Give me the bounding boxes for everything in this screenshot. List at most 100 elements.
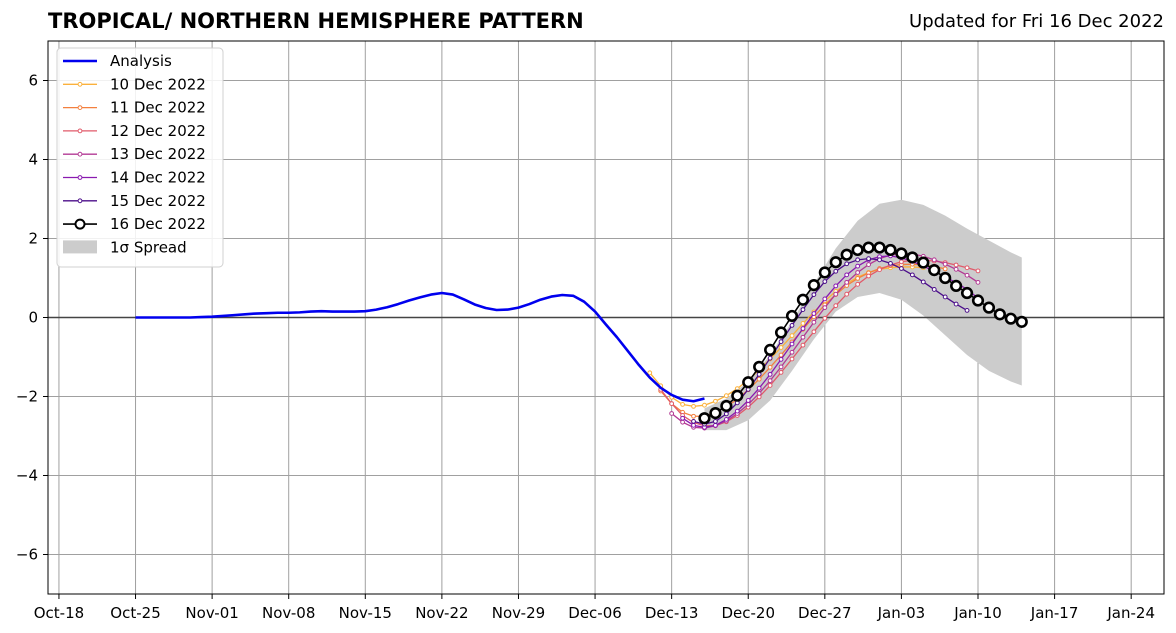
legend-label: 11 Dec 2022 xyxy=(110,99,206,117)
forecast-point xyxy=(877,257,882,263)
forecast-point xyxy=(669,401,675,407)
forecast-point xyxy=(942,266,948,272)
forecast-point xyxy=(899,259,904,265)
forecast-point xyxy=(953,301,959,307)
legend-marker xyxy=(77,128,83,134)
x-tick-label: Nov-22 xyxy=(415,604,468,622)
legend-entry: 16 Dec 2022 xyxy=(63,215,206,233)
x-tick-label: Oct-25 xyxy=(110,604,160,622)
forecast-point xyxy=(964,272,970,278)
forecast-point xyxy=(942,294,948,300)
y-tick-label: 4 xyxy=(28,151,38,169)
legend-entry: Analysis xyxy=(63,52,172,70)
forecast-point xyxy=(906,251,919,264)
forecast-point xyxy=(800,326,806,331)
legend-marker xyxy=(77,198,83,204)
forecast-point xyxy=(778,356,784,362)
forecast-series xyxy=(669,251,981,431)
forecast-point xyxy=(844,272,850,278)
forecast-point xyxy=(920,279,926,285)
legend-label: Analysis xyxy=(110,52,172,70)
forecast-point xyxy=(800,307,806,313)
forecast-point xyxy=(822,315,828,321)
forecast-point xyxy=(753,360,766,373)
forecast-point xyxy=(800,334,806,340)
legend-label: 13 Dec 2022 xyxy=(110,145,206,163)
x-tick-label: Jan-17 xyxy=(1030,604,1079,622)
forecast-point xyxy=(942,261,948,267)
forecast-point xyxy=(764,343,777,356)
forecast-point xyxy=(811,311,817,316)
forecast-point xyxy=(691,403,696,409)
analysis-line xyxy=(135,291,705,403)
forecast-point xyxy=(723,417,729,422)
forecast-point xyxy=(811,292,817,297)
forecast-point xyxy=(800,342,806,348)
x-tick-label: Dec-06 xyxy=(568,604,622,622)
legend-entry: 11 Dec 2022 xyxy=(63,99,206,117)
forecast-point xyxy=(822,296,828,302)
x-tick-label: Jan-10 xyxy=(953,604,1002,622)
forecast-point xyxy=(680,419,685,425)
forecast-point xyxy=(778,370,784,375)
legend-label: 12 Dec 2022 xyxy=(110,122,206,140)
forecast-point xyxy=(702,402,707,408)
forecast-point xyxy=(680,415,685,421)
forecast-point xyxy=(745,398,751,403)
forecast-point xyxy=(767,371,773,377)
forecast-point xyxy=(855,257,861,263)
forecast-point xyxy=(851,243,864,257)
x-tick-label: Jan-24 xyxy=(1106,604,1155,622)
y-tick-label: 0 xyxy=(28,309,38,327)
forecast-point xyxy=(647,370,653,376)
forecast-point xyxy=(774,326,788,339)
forecast-point xyxy=(756,371,762,377)
forecast-point xyxy=(917,256,930,269)
y-tick-label: −4 xyxy=(16,467,38,485)
forecast-point xyxy=(1015,315,1028,328)
forecast-point xyxy=(855,270,861,275)
forecast-point xyxy=(866,256,871,262)
forecast-point xyxy=(844,279,850,285)
legend-label: 15 Dec 2022 xyxy=(110,192,206,210)
x-tick-label: Nov-01 xyxy=(185,604,238,622)
forecast-point xyxy=(888,260,893,266)
forecast-point xyxy=(796,293,810,306)
legend-entry: 15 Dec 2022 xyxy=(63,192,206,210)
forecast-point xyxy=(833,268,839,274)
forecast-point xyxy=(734,408,740,414)
forecast-point xyxy=(899,266,904,271)
forecast-series xyxy=(698,241,1028,425)
forecast-point xyxy=(833,283,839,289)
forecast-point xyxy=(756,390,762,396)
forecast-point xyxy=(698,412,711,425)
forecast-point xyxy=(789,341,795,347)
forecast-point xyxy=(778,352,784,358)
legend-entry: 10 Dec 2022 xyxy=(63,75,206,93)
y-tick-label: 2 xyxy=(28,230,38,248)
forecast-point xyxy=(713,422,718,428)
forecast-point xyxy=(877,267,882,273)
forecast-point xyxy=(807,279,820,292)
forecast-point xyxy=(953,262,959,268)
forecast-point xyxy=(691,418,696,424)
forecast-point xyxy=(950,279,963,293)
forecast-point xyxy=(840,248,853,261)
forecast-point xyxy=(960,286,974,300)
forecast-point xyxy=(785,309,799,323)
forecast-point xyxy=(1004,312,1017,325)
legend-label: 10 Dec 2022 xyxy=(110,75,206,93)
forecast-point xyxy=(971,294,985,307)
forecast-point xyxy=(964,265,970,271)
x-tick-label: Oct-18 xyxy=(34,604,84,622)
x-tick-label: Nov-08 xyxy=(262,604,315,622)
legend-marker xyxy=(77,81,83,87)
updated-date: Updated for Fri 16 Dec 2022 xyxy=(909,11,1164,32)
forecast-point xyxy=(993,308,1006,321)
legend-label: 14 Dec 2022 xyxy=(110,169,206,187)
forecast-point xyxy=(833,291,839,297)
legend-label: 16 Dec 2022 xyxy=(110,215,206,233)
forecast-point xyxy=(982,301,996,314)
forecast-point xyxy=(767,378,773,384)
